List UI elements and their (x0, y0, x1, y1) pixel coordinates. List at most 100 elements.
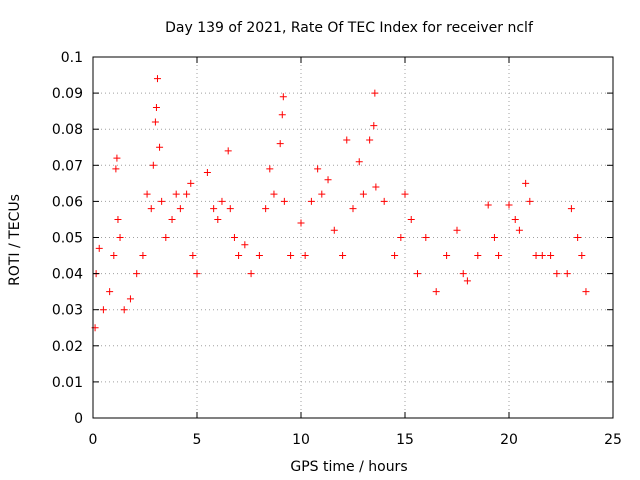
y-tick-label: 0.05 (52, 231, 83, 247)
data-point (370, 122, 378, 130)
data-point (149, 161, 157, 169)
data-point (262, 205, 270, 213)
data-point (407, 215, 415, 223)
data-point (453, 226, 461, 234)
data-point (307, 197, 315, 205)
data-point (152, 104, 160, 112)
data-point (187, 179, 195, 187)
data-point (567, 205, 575, 213)
y-tick-label: 0.1 (61, 50, 83, 66)
data-point (276, 140, 284, 148)
data-point (106, 288, 114, 296)
data-point (218, 197, 226, 205)
data-point (116, 234, 124, 241)
data-point (343, 136, 351, 144)
data-point (547, 252, 555, 260)
x-tick-label: 0 (89, 432, 98, 448)
chart-title: Day 139 of 2021, Rate Of TEC Index for r… (165, 20, 534, 36)
data-point (474, 252, 482, 260)
x-tick-label: 10 (292, 432, 310, 448)
data-point (162, 234, 170, 241)
data-point (443, 252, 451, 260)
data-point (484, 201, 492, 209)
x-tick-label: 5 (193, 432, 202, 448)
data-point (287, 252, 295, 260)
data-point (280, 197, 288, 205)
data-point (120, 306, 128, 314)
data-point (278, 111, 286, 119)
data-point (156, 143, 164, 151)
data-point (210, 205, 218, 213)
data-point (203, 169, 211, 177)
data-point (270, 190, 278, 198)
data-point (532, 252, 540, 260)
plot-frame (92, 56, 614, 419)
data-point (151, 118, 159, 126)
data-point (235, 252, 243, 260)
data-point (247, 270, 255, 278)
data-point (401, 190, 409, 198)
data-point (366, 136, 374, 144)
y-tick-label: 0.08 (52, 122, 83, 138)
y-tick-label: 0.09 (52, 86, 83, 102)
data-point (143, 190, 151, 198)
y-tick-label: 0 (74, 411, 83, 427)
data-point (110, 252, 118, 260)
y-tick-label: 0.07 (52, 158, 83, 174)
data-point (324, 176, 332, 184)
data-point (112, 165, 120, 173)
data-point (279, 93, 287, 101)
data-point (241, 241, 249, 249)
data-point (133, 270, 141, 278)
data-point (114, 215, 122, 223)
y-tick-label: 0.03 (52, 303, 83, 319)
data-point (214, 215, 222, 223)
data-point (391, 252, 399, 260)
data-point (397, 234, 405, 241)
data-point (193, 270, 201, 278)
data-point (126, 295, 134, 303)
data-point (553, 270, 561, 278)
data-point (582, 288, 590, 296)
data-point (422, 234, 430, 241)
data-point (372, 183, 380, 191)
data-point (230, 234, 238, 241)
data-point (183, 190, 191, 198)
data-point (224, 147, 232, 155)
data-point (153, 75, 161, 83)
data-point (371, 89, 379, 97)
y-tick-label: 0.02 (52, 339, 83, 355)
data-point (349, 205, 357, 213)
data-point (522, 179, 530, 187)
data-point (538, 252, 546, 260)
data-point (189, 252, 197, 260)
data-point (266, 165, 274, 173)
data-point (432, 288, 440, 296)
data-point (301, 252, 309, 260)
data-point (578, 252, 586, 260)
data-point (574, 234, 582, 241)
data-point (95, 244, 103, 252)
data-point (526, 197, 534, 205)
data-point (459, 270, 467, 278)
data-point (318, 190, 326, 198)
data-point (355, 158, 363, 166)
data-point (147, 205, 155, 213)
data-point (255, 252, 263, 260)
data-point (297, 219, 305, 227)
y-tick-label: 0.06 (52, 194, 83, 210)
x-axis-title: GPS time / hours (290, 459, 407, 475)
data-point (563, 270, 571, 278)
data-point (139, 252, 147, 260)
data-point (463, 277, 471, 285)
data-point (515, 226, 523, 234)
data-point (226, 205, 234, 213)
x-tick-label: 25 (604, 432, 622, 448)
data-point (158, 197, 166, 205)
data-point (511, 215, 519, 223)
data-point (380, 197, 388, 205)
data-point (168, 215, 176, 223)
y-axis-ticks: 0 0.01 0.02 0.03 0.04 0.05 0.06 0.07 0.08 0.09 0.1 (52, 50, 613, 427)
y-tick-label: 0.04 (52, 267, 83, 283)
grid-lines (93, 57, 613, 418)
